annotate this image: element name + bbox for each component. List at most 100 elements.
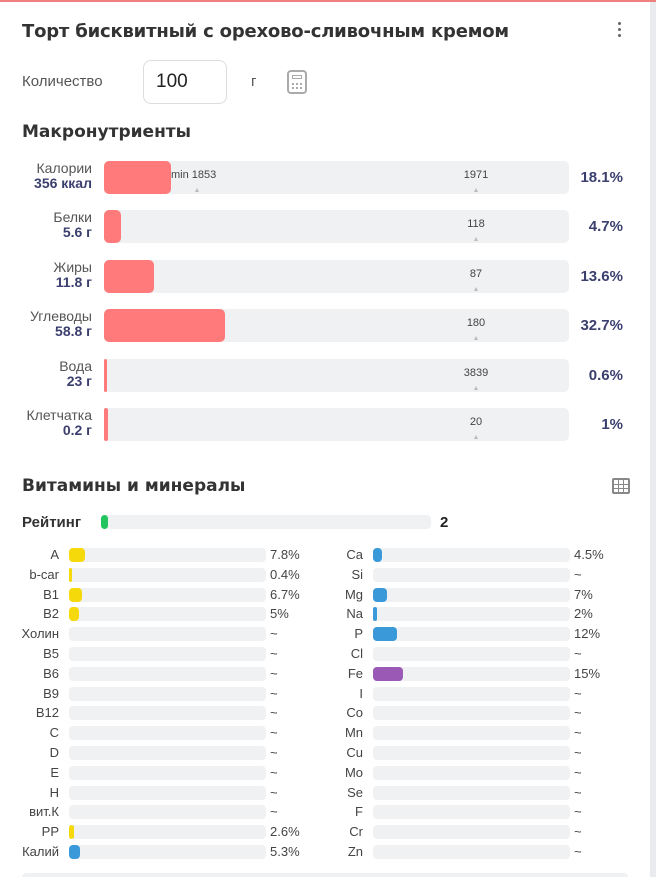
nutrient-percent: ~	[574, 804, 582, 819]
nutrient-bar	[69, 805, 266, 819]
nutrient-bar	[373, 687, 570, 701]
nutrient-percent: ~	[270, 765, 278, 780]
nutrient-bar	[373, 766, 570, 780]
nutrient-name: A	[50, 547, 59, 562]
nutrient-percent: 7.8%	[270, 547, 300, 562]
nutrient-percent: ~	[574, 745, 582, 760]
nutrient-bar	[69, 607, 266, 621]
nutrient-percent: ~	[270, 646, 278, 661]
nutrient-percent: 12%	[574, 626, 601, 641]
macro-bar-fill	[104, 408, 108, 441]
nutrient-bar	[69, 766, 266, 780]
nutrient-percent: ~	[270, 686, 278, 701]
macro-name: Белки	[53, 209, 92, 225]
nutrient-name: Fe	[347, 666, 363, 681]
quantity-unit: г	[251, 73, 257, 90]
nutrient-bar	[69, 786, 266, 800]
nutrient-bar	[373, 706, 570, 720]
macro-norm-label: 1971	[463, 169, 489, 181]
macro-name: Калории	[36, 160, 92, 176]
macro-name: Клетчатка	[26, 407, 92, 423]
macro-norm-label: 180	[466, 317, 486, 329]
norm-marker	[474, 287, 478, 291]
nutrient-bar-fill	[373, 588, 387, 602]
macro-value: 58.8 г	[55, 323, 92, 339]
macro-percent: 1%	[601, 416, 623, 433]
macro-percent: 18.1%	[580, 169, 623, 186]
macro-bar-fill	[104, 210, 121, 243]
nutrient-name: F	[355, 804, 363, 819]
quantity-input[interactable]	[143, 60, 227, 104]
nutrient-percent: ~	[270, 666, 278, 681]
nutrient-name: Холин	[21, 626, 60, 641]
macro-bar: 3839	[104, 359, 569, 392]
macro-bar: 180	[104, 309, 569, 342]
norm-marker	[474, 435, 478, 439]
nutrient-name: Si	[351, 567, 363, 582]
nutrient-name: B2	[43, 606, 59, 621]
nutrient-name: Mo	[344, 765, 363, 780]
nutrient-percent: ~	[574, 765, 582, 780]
nutrient-percent: 7%	[574, 587, 593, 602]
nutrient-percent: ~	[270, 785, 278, 800]
macro-bar-fill	[104, 309, 225, 342]
calculator-icon[interactable]	[287, 70, 307, 94]
rating-bar	[101, 515, 431, 529]
nutrient-name: Cl	[350, 646, 363, 661]
nutrient-name: Cu	[346, 745, 363, 760]
rating-value: 2	[440, 514, 449, 531]
macro-value: 0.2 г	[62, 422, 92, 438]
nutrient-bar	[69, 647, 266, 661]
nutrient-bar	[373, 667, 570, 681]
macro-name: Вода	[59, 358, 92, 374]
nutrient-percent: ~	[574, 705, 582, 720]
nutrient-bar-fill	[69, 607, 79, 621]
nutrient-percent: ~	[574, 725, 582, 740]
macro-percent: 4.7%	[588, 218, 623, 235]
nutrient-name: C	[49, 725, 59, 740]
norm-marker	[474, 336, 478, 340]
nutrient-bar	[373, 805, 570, 819]
rating-label: Рейтинг	[22, 514, 82, 531]
nutrient-name: B6	[43, 666, 59, 681]
more-vertical-icon[interactable]	[612, 18, 628, 42]
macro-norm-label: 87	[469, 268, 483, 280]
norm-marker	[474, 386, 478, 390]
nutrient-bar	[373, 786, 570, 800]
macro-bar: min 1853 1971	[104, 161, 569, 194]
vitamins-heading: Витамины и минералы	[22, 476, 246, 496]
nutrient-bar	[69, 845, 266, 859]
nutrient-name: D	[49, 745, 59, 760]
min-marker	[195, 188, 199, 192]
nutrient-percent: 15%	[574, 666, 601, 681]
nutrient-bar	[373, 825, 570, 839]
nutrient-bar-fill	[69, 568, 72, 582]
nutrient-name: Na	[346, 606, 363, 621]
nutrient-bar-fill	[373, 667, 403, 681]
macros-heading: Макронутриенты	[22, 122, 192, 142]
table-grid-icon[interactable]	[612, 478, 630, 494]
nutrient-bar-fill	[373, 548, 382, 562]
rating-fill	[101, 515, 108, 529]
macro-bar-fill	[104, 161, 171, 194]
nutrient-name: H	[49, 785, 59, 800]
nutrient-name: Ca	[346, 547, 363, 562]
macro-norm-label: 118	[467, 218, 485, 230]
page-title: Торт бисквитный с орехово-сливочным крем…	[22, 21, 509, 42]
top-accent-line	[0, 0, 656, 2]
nutrient-name: Zn	[347, 844, 363, 859]
nutrient-bar	[69, 548, 266, 562]
macro-name: Углеводы	[29, 308, 92, 324]
nutrient-percent: 5%	[270, 606, 289, 621]
next-section-edge	[22, 873, 628, 877]
macro-value: 356 ккал	[34, 175, 92, 191]
nutrient-bar	[69, 726, 266, 740]
nutrient-name: PP	[41, 824, 59, 839]
macro-value: 11.8 г	[55, 274, 92, 290]
nutrient-bar	[373, 746, 570, 760]
nutrient-name: b-car	[29, 567, 59, 582]
nutrient-name: P	[354, 626, 363, 641]
nutrient-name: Калий	[22, 844, 59, 859]
nutrient-bar	[69, 627, 266, 641]
